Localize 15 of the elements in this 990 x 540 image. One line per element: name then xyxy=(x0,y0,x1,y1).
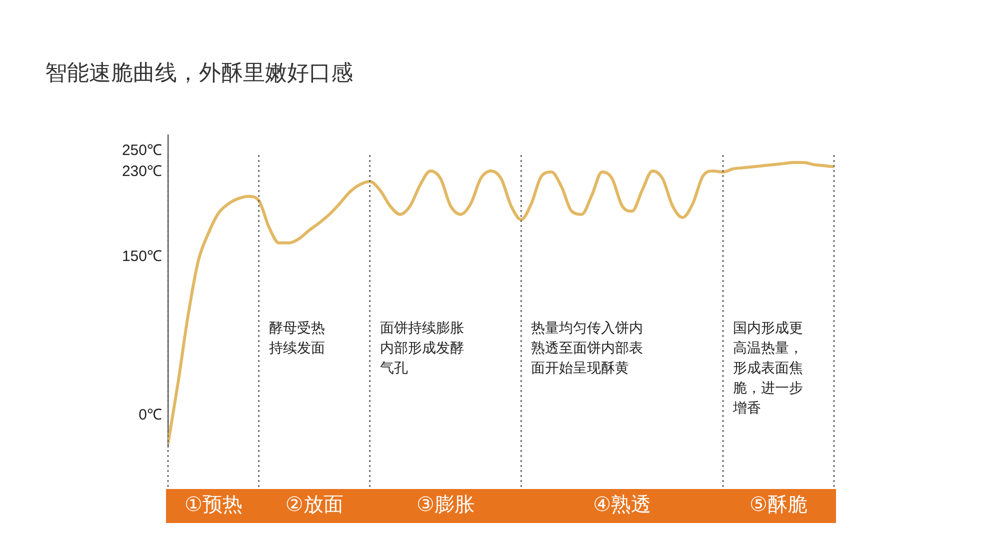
text: ①预热 xyxy=(184,492,242,516)
y-tick-label: 230℃ xyxy=(122,163,162,180)
text: ⑤酥脆 xyxy=(750,492,808,516)
annotation: 酵母受热持续发面 xyxy=(268,320,325,357)
text: ④熟透 xyxy=(593,492,652,516)
annotation: 国内形成更高温热量，形成表面焦脆，进一步增香 xyxy=(732,320,803,417)
annotation: 热量均匀传入饼内熟透至面饼内部表面开始呈现酥黄 xyxy=(531,320,644,377)
text: ②放面 xyxy=(285,492,344,516)
y-tick-label: 250℃ xyxy=(122,142,162,160)
chart-title: 智能速脆曲线，外酥里嫩好口感 xyxy=(45,60,353,88)
annotation: 面饼持续膨胀内部形成发酵气孔 xyxy=(380,320,464,377)
y-tick-label: 150℃ xyxy=(122,248,162,265)
text: ③膨胀 xyxy=(416,492,474,516)
y-tick-label: 0℃ xyxy=(138,406,162,424)
line-series xyxy=(168,161,834,446)
